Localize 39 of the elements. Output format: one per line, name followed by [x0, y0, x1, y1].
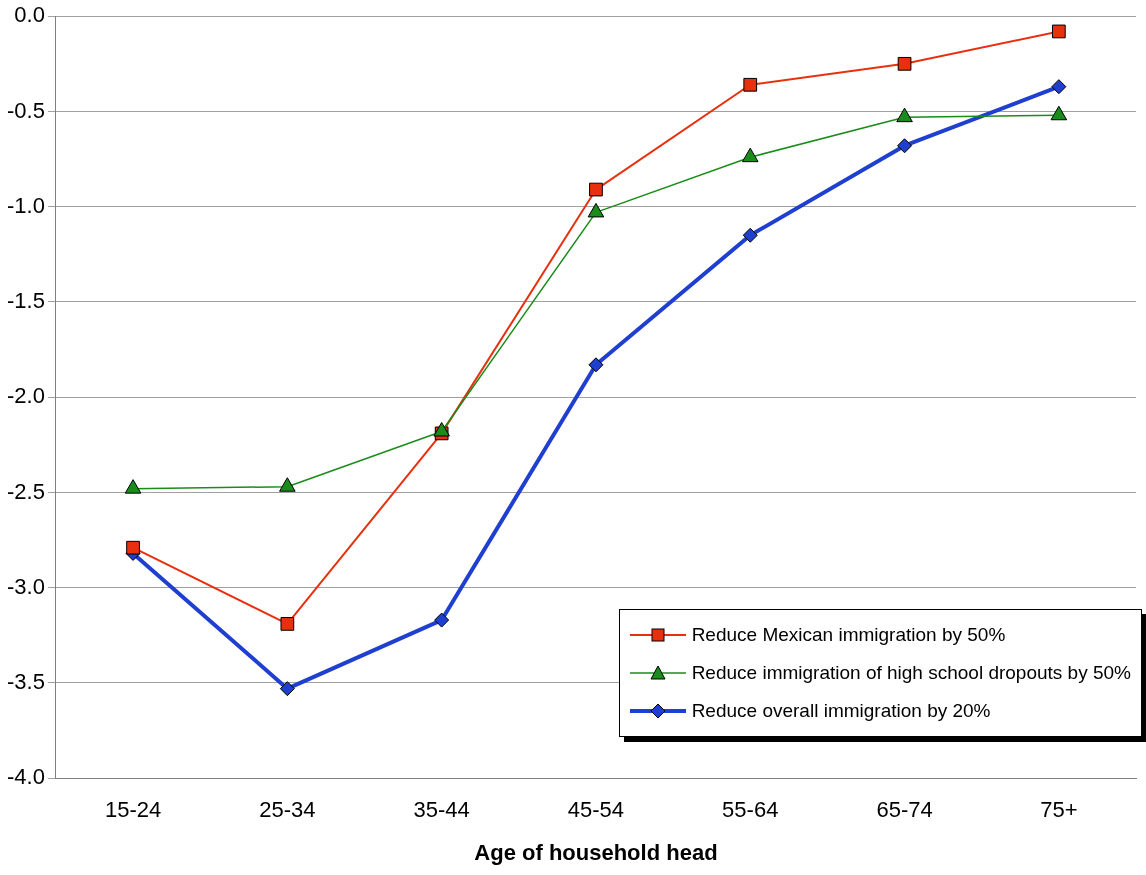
x-tick-label: 65-74: [876, 797, 933, 823]
point: [587, 202, 605, 218]
y-tick-label: -1.5: [6, 288, 45, 314]
point: [896, 107, 913, 123]
y-tick-label: -3.0: [6, 573, 45, 599]
y-tick-label: -4.0: [6, 764, 45, 790]
point: [433, 421, 450, 437]
x-tick-label: 55-64: [722, 797, 779, 823]
point: [124, 479, 142, 494]
point: [743, 77, 758, 92]
x-tick-label: 75+: [1040, 797, 1078, 823]
legend-label: Reduce overall immigration by 20%: [691, 700, 991, 722]
point: [280, 617, 295, 631]
point: [897, 56, 912, 71]
y-tick-label: -3.5: [6, 669, 45, 695]
y-tick-label: -1.0: [6, 192, 45, 218]
point: [1051, 79, 1067, 95]
legend-label: Reduce Mexican immigration by 50%: [691, 624, 1006, 646]
point: [434, 612, 450, 628]
y-tick-label: -2.0: [6, 383, 45, 409]
point: [741, 147, 759, 163]
y-tick-label: -2.5: [6, 478, 45, 504]
point: [897, 138, 913, 154]
point: [279, 681, 295, 697]
point: [589, 182, 603, 197]
point: [126, 540, 140, 555]
point: [279, 477, 296, 492]
x-tick-label: 45-54: [567, 797, 625, 823]
point: [588, 357, 604, 373]
point: [742, 227, 758, 243]
legend-label: Reduce immigration of high school dropouts by 50%: [691, 662, 1131, 684]
y-tick-label: 0.0: [14, 2, 45, 28]
y-tick-label: -0.5: [6, 97, 45, 123]
x-tick-label: 35-44: [413, 797, 470, 823]
point: [1050, 105, 1068, 121]
point: [1051, 24, 1066, 39]
x-tick-label: 25-34: [259, 797, 316, 823]
x-tick-label: 15-24: [104, 797, 162, 823]
x-axis-title: Age of household head: [474, 839, 718, 865]
